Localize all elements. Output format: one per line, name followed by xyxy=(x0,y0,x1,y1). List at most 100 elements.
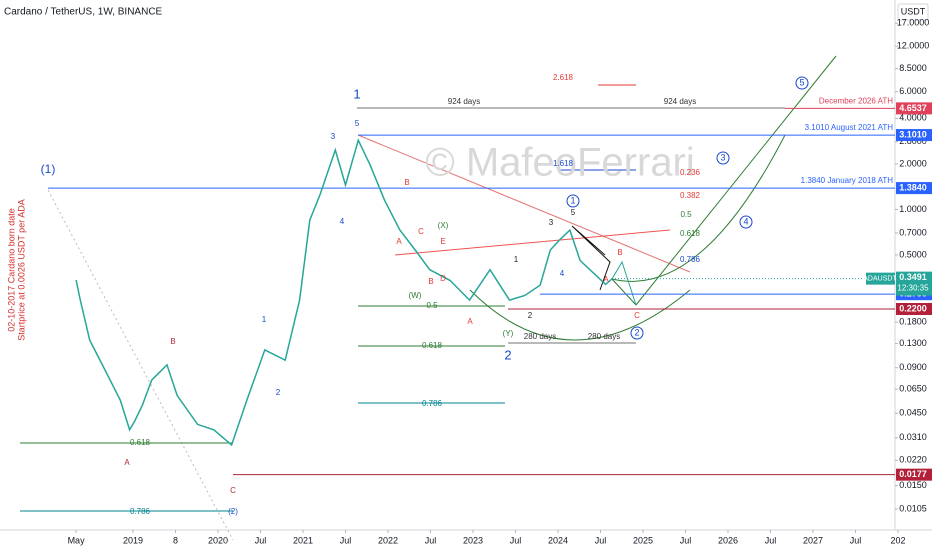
annotation: 0.618 xyxy=(680,229,701,238)
annotation: 0.618 xyxy=(422,341,443,350)
x-tick-label: 8 xyxy=(173,535,178,545)
level-note: 1.3840 January 2018 ATH xyxy=(801,176,894,185)
y-tick-label: 0.0105 xyxy=(899,503,927,513)
wave-circle xyxy=(630,326,644,340)
annotation: 2 xyxy=(276,388,281,397)
y-tick-label: 0.0220 xyxy=(899,455,927,465)
level-note: December 2026 ATH xyxy=(819,96,893,105)
annotation: (2) xyxy=(228,507,238,516)
side-note: 02-10-2017 Cardano born date xyxy=(6,208,16,332)
y-tick-label: 0.1800 xyxy=(899,317,927,327)
x-tick-label: Jul xyxy=(340,535,352,545)
y-tick-label: 1.0000 xyxy=(899,204,927,214)
annotation: 4 xyxy=(340,217,345,226)
annotation: A xyxy=(467,317,473,326)
projection xyxy=(611,260,637,306)
x-tick-label: 2022 xyxy=(378,535,398,545)
annotation: B xyxy=(617,248,622,257)
x-tick-label: 2024 xyxy=(548,535,568,545)
annotation: 2 xyxy=(504,347,511,362)
level-box xyxy=(896,102,932,115)
annotation: E xyxy=(440,237,445,246)
annotation: A xyxy=(603,275,609,284)
trend-line xyxy=(357,134,691,273)
trend-line xyxy=(394,229,671,256)
projection xyxy=(611,134,786,282)
annotation: 1 xyxy=(514,255,519,264)
wave-circle xyxy=(795,76,809,90)
y-tick-label: 6.0000 xyxy=(899,86,927,96)
last-price-box xyxy=(896,271,932,296)
annotation: 0.786 xyxy=(680,255,701,264)
x-tick-label: 2025 xyxy=(633,535,653,545)
curve xyxy=(469,289,691,341)
annotation: C xyxy=(230,486,236,495)
side-note: Startprice at 0.0026 USDT per ADA xyxy=(16,199,26,340)
level-label: 3.1010 xyxy=(899,129,927,139)
wave-circle xyxy=(716,151,730,165)
price-line xyxy=(75,138,613,447)
y-tick-label: 8.5000 xyxy=(899,63,927,73)
currency-box[interactable] xyxy=(897,3,929,21)
x-tick-label: 2023 xyxy=(463,535,483,545)
annotation: 0.5 xyxy=(426,301,438,310)
level-box xyxy=(896,129,932,142)
annotation: C xyxy=(418,227,424,236)
x-tick-label: 2019 xyxy=(123,535,143,545)
x-tick-label: 2027 xyxy=(803,535,823,545)
annotation: 4 xyxy=(743,216,748,226)
y-tick-label: 0.7000 xyxy=(899,227,927,237)
level-note: 3.1010 August 2021 ATH xyxy=(805,123,894,132)
chart-title: Cardano / TetherUS, 1W, BINANCE xyxy=(4,7,163,18)
level-box xyxy=(896,302,932,315)
annotation: 280 days xyxy=(524,332,556,341)
wave-circle xyxy=(739,215,753,229)
annotation: 5 xyxy=(571,208,576,217)
level-label: 0.0177 xyxy=(899,469,927,479)
annotation: A xyxy=(396,237,402,246)
annotation: 1 xyxy=(570,195,575,205)
x-tick-label: Jul xyxy=(680,535,692,545)
y-tick-label: 0.0150 xyxy=(899,480,927,490)
annotation: 0.236 xyxy=(680,168,701,177)
x-tick-label: Jul xyxy=(595,535,607,545)
x-tick-label: 2026 xyxy=(718,535,738,545)
last-price-label: 0.3491 xyxy=(899,272,927,282)
level-box xyxy=(896,468,932,481)
level-label: 0.2200 xyxy=(899,303,927,313)
annotation: C xyxy=(634,311,640,320)
y-tick-label: 2.8000 xyxy=(899,136,927,146)
annotation: 0.5 xyxy=(680,210,692,219)
annotation: 2.618 xyxy=(553,73,574,82)
y-tick-label: 2.0000 xyxy=(899,158,927,168)
y-tick-label: 0.5000 xyxy=(899,249,927,259)
level-label: 4.6537 xyxy=(899,103,927,113)
annotation: B xyxy=(428,277,433,286)
y-tick-label: 0.0900 xyxy=(899,362,927,372)
annotation: B xyxy=(404,178,409,187)
wave-circle xyxy=(566,194,580,208)
symbol-box xyxy=(866,272,895,285)
wedge xyxy=(571,225,611,291)
annotation: 5 xyxy=(799,77,804,87)
drawings xyxy=(20,55,837,541)
annotation: 4 xyxy=(560,269,565,278)
annotation: 0.786 xyxy=(422,399,443,408)
countdown: 12:30:35 xyxy=(897,284,929,293)
annotation: D xyxy=(440,274,446,283)
y-tick-label: 12.0000 xyxy=(897,40,930,50)
annotation: B xyxy=(170,337,175,346)
annotation: (Y) xyxy=(503,329,514,338)
annotation: 924 days xyxy=(664,97,696,106)
y-tick-label: 0.0310 xyxy=(899,432,927,442)
annotation: 1.618 xyxy=(553,159,574,168)
annotation: (X) xyxy=(438,221,449,230)
annotation: 5 xyxy=(355,119,360,128)
x-tick-label: May xyxy=(68,535,86,545)
y-tick-label: 17.0000 xyxy=(897,18,930,28)
annotation: 924 days xyxy=(448,97,480,106)
currency[interactable]: USDT xyxy=(901,6,926,16)
annotation: 280 days xyxy=(588,332,620,341)
annotation: 3 xyxy=(549,218,554,227)
